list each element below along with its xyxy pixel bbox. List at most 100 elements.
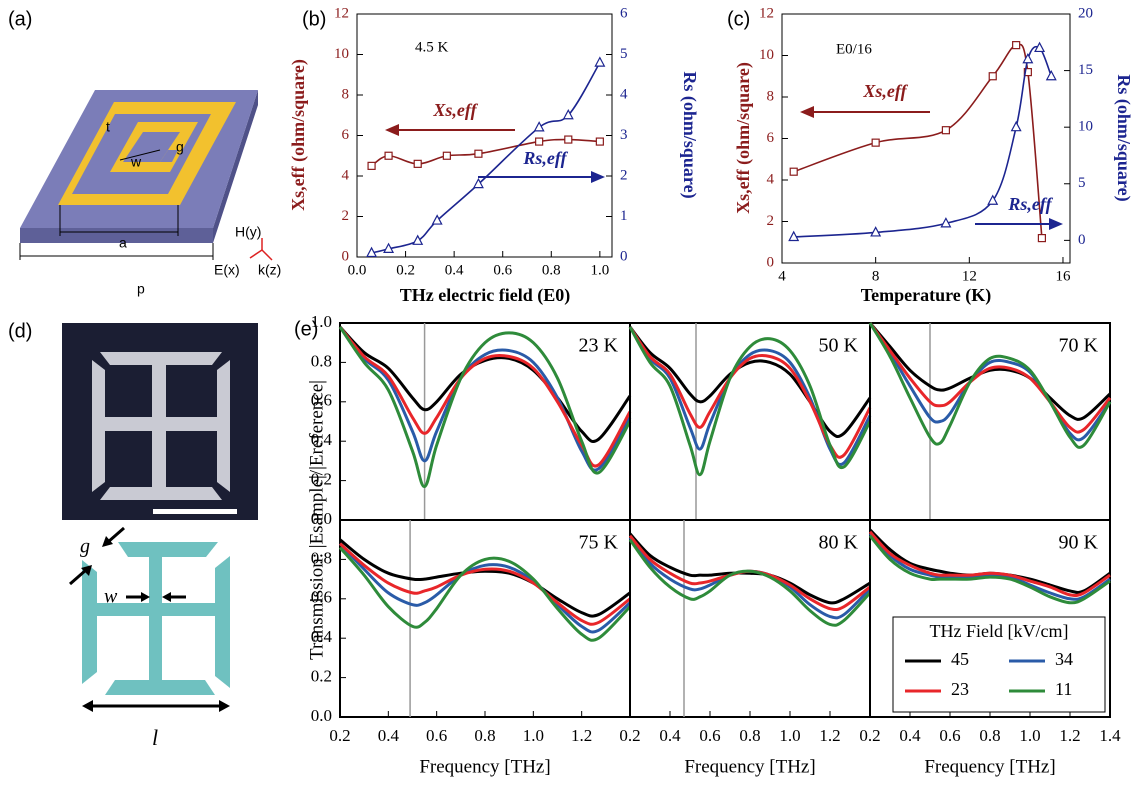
marker: [533, 121, 545, 132]
x-axis-label: THz electric field (E0): [400, 285, 570, 306]
y-tick-label: 0.2: [311, 667, 332, 686]
dim-line: [119, 149, 161, 161]
slab-front: [20, 228, 213, 243]
y2-tick-label: 20: [1078, 5, 1093, 21]
y2-axis-label: Rs (ohm/square): [679, 71, 700, 198]
x-axis-label: Temperature (K): [861, 285, 991, 306]
y2-axis-label: Rs (ohm/square): [1113, 74, 1134, 201]
x-tick-label: 0.0: [348, 262, 367, 278]
y2-tick-label: 0: [620, 248, 628, 264]
arrowhead: [102, 536, 113, 547]
series-line: [338, 325, 632, 468]
marker: [941, 126, 951, 135]
plot-frame: [781, 13, 1071, 264]
y-tick-label: 0.0: [311, 706, 332, 725]
legend-box: [892, 616, 1106, 713]
series-line: [628, 326, 872, 467]
arrowhead: [82, 700, 93, 712]
marker: [535, 137, 544, 146]
x-tick-label: 0.8: [542, 262, 561, 278]
marker: [988, 72, 997, 81]
marker: [474, 149, 483, 158]
y2-tick-label: 5: [1078, 175, 1086, 191]
x-tick-label: 0.4: [659, 726, 681, 745]
marker: [1037, 234, 1047, 243]
marker: [987, 194, 999, 205]
cell-bar: [215, 556, 230, 688]
marker: [472, 177, 484, 189]
marker: [562, 108, 574, 120]
diagram-label: g: [176, 139, 184, 155]
y-tick-label: 2: [342, 208, 350, 224]
pattern-bar: [92, 360, 105, 492]
series-line: [338, 542, 632, 634]
series-line: [868, 532, 1111, 601]
y2-tick-label: 3: [620, 127, 628, 143]
series-line: [628, 326, 872, 477]
x-tick-label: 1.2: [1059, 726, 1080, 745]
x-tick-label: 0.6: [939, 726, 960, 745]
marker: [383, 242, 395, 253]
axis-arrow: [261, 249, 273, 261]
micrograph-pattern: [92, 352, 230, 500]
x-tick-label: 0.2: [329, 726, 350, 745]
y-tick-label: 0.4: [311, 627, 333, 646]
y-tick-label: 0.4: [311, 430, 333, 449]
gap: [160, 150, 178, 162]
y-tick-label: 4: [767, 171, 775, 187]
series-line: [338, 542, 631, 626]
y-tick-label: 1.0: [311, 312, 332, 331]
y2-tick-label: 0: [1078, 232, 1086, 248]
y-tick-label: 0.6: [311, 588, 332, 607]
x-tick-label: 1.0: [779, 726, 800, 745]
x-tick-label: 0.4: [378, 726, 400, 745]
inner-cut: [123, 132, 180, 162]
y-tick-label: 0: [767, 254, 775, 270]
x-tick-label: 1.4: [1099, 726, 1121, 745]
x-tick-label: 0.2: [396, 262, 415, 278]
marker: [788, 230, 800, 242]
series-label: Rs,eff: [522, 148, 568, 168]
marker: [1012, 41, 1021, 50]
marker: [412, 234, 424, 245]
y-tick-label: 0: [342, 248, 350, 264]
x-tick-label: 0.2: [859, 726, 880, 745]
y-tick-label: 8: [767, 88, 775, 104]
marker: [367, 161, 376, 170]
arrowhead: [81, 565, 92, 576]
diagram-label: H(y): [235, 224, 261, 240]
series-label: Rs,eff: [1007, 194, 1053, 214]
annotation-arrowhead: [800, 106, 814, 118]
diagram-label: w: [130, 154, 142, 170]
x-tick-label: 0.8: [739, 726, 760, 745]
y2-tick-label: 6: [620, 5, 628, 21]
marker: [1045, 69, 1057, 81]
diagram-label: w: [104, 586, 118, 608]
x-tick-label: 0.6: [426, 726, 447, 745]
unit-cell: [82, 542, 230, 695]
series-line: [868, 322, 1112, 434]
arrowhead: [219, 700, 230, 712]
annotation-arrowhead: [1049, 218, 1063, 230]
y-tick-label: 0.0: [311, 509, 332, 528]
marker: [1023, 67, 1032, 77]
series-line: [338, 326, 632, 488]
diagram-label: g: [80, 536, 90, 558]
x-tick-label: 8: [872, 268, 880, 284]
marker: [442, 151, 451, 160]
x-tick-label: 1.2: [571, 726, 592, 745]
y2-tick-label: 5: [620, 46, 628, 62]
y2-tick-label: 10: [1078, 119, 1093, 135]
x-tick-label: 0.6: [699, 726, 720, 745]
panel-label: (a): [8, 8, 32, 30]
marker: [1022, 52, 1034, 64]
series-line: [338, 546, 632, 642]
cell-bar: [149, 557, 162, 680]
arrowhead: [162, 592, 171, 602]
y-tick-label: 0.8: [311, 351, 332, 370]
y-axis-label: Xs,eff (ohm/square): [733, 62, 754, 214]
y-axis-label: Transmission: |Esample|/|Ereference|: [306, 380, 327, 660]
cell-bar: [97, 603, 215, 616]
pattern-bar: [100, 487, 222, 500]
